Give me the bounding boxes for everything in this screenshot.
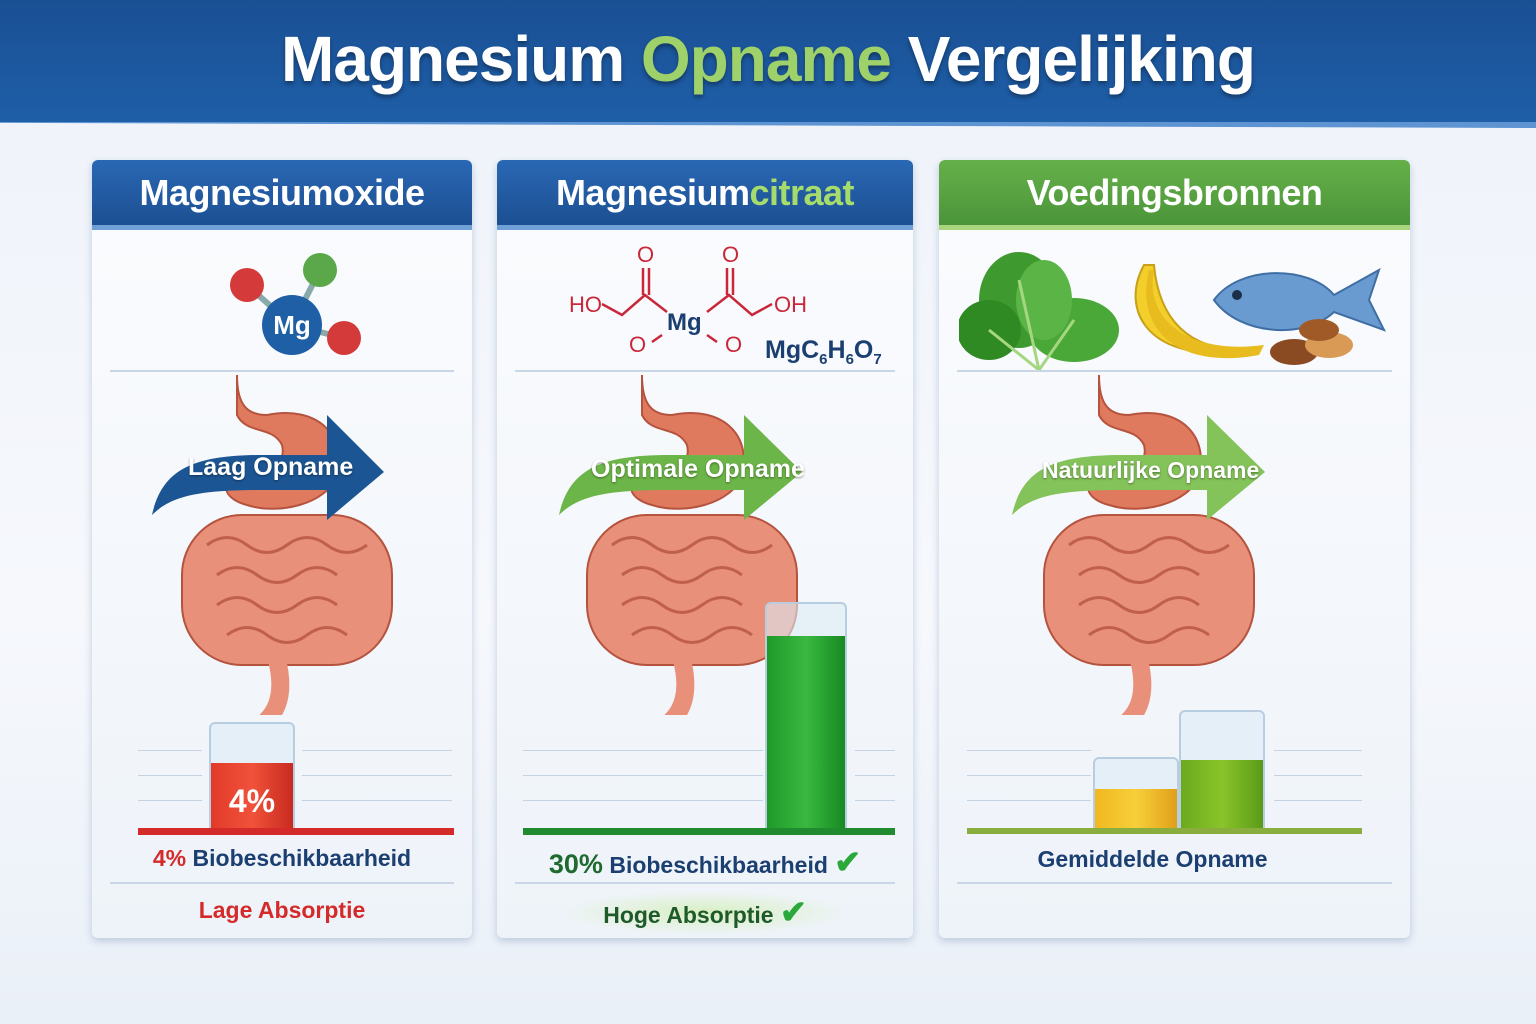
absorption-fill <box>767 635 845 830</box>
svg-text:HO: HO <box>569 292 602 317</box>
molecule-icon: Mg <box>230 253 361 355</box>
checkmark-icon: ✔ <box>779 894 807 930</box>
banana-icon <box>1134 264 1264 359</box>
panel-title: Magnesium citraat <box>497 160 913 230</box>
svg-text:O: O <box>722 242 739 267</box>
arrow-label: Optimale Opname <box>591 455 805 483</box>
header-banner <box>0 0 1536 128</box>
svg-text:Mg: Mg <box>273 310 311 340</box>
absorption-fill <box>211 762 293 832</box>
food-sources-icon <box>959 252 1387 372</box>
panel-title: Voedingsbronnen <box>939 160 1410 230</box>
absorption-caption: Gemiddelde Opname <box>1037 846 1268 872</box>
arrow-icon <box>559 415 802 520</box>
svg-text:Mg: Mg <box>667 309 702 336</box>
absorption-glass-small <box>1093 757 1179 833</box>
absorption-glass <box>765 602 847 832</box>
page-title: Magnesium Opname Vergelijking <box>281 23 1256 95</box>
svg-text:O: O <box>725 332 742 357</box>
panel-magnesiumcitraat: Magnesium citraat O O HO OH O O Mg MgC6H6… <box>497 160 913 938</box>
citrate-structure-diagram: O O HO OH O O Mg MgC6H6O7 <box>569 242 882 365</box>
svg-text:O: O <box>629 332 646 357</box>
panel-magnesiumoxide: Magnesiumoxide Mg Laag Opname 4% 4% Biob… <box>92 160 472 938</box>
svg-text:O: O <box>637 242 654 267</box>
arrow-icon <box>1012 415 1265 520</box>
arrow-label: Natuurlijke Opname <box>1042 457 1260 483</box>
panel-voedingsbronnen: Voedingsbronnen Natuurlijke Opname Gemid… <box>939 160 1410 938</box>
bioavailability-caption: 30% Biobeschikbaarheid ✔ <box>548 844 862 880</box>
chemical-formula: MgC6H6O7 <box>765 336 882 365</box>
absorption-rating: Hoge Absorptie ✔ <box>603 894 807 930</box>
absorption-rating: Lage Absorptie <box>198 897 366 923</box>
absorption-glass: 4% <box>209 722 295 834</box>
panel-title: Magnesiumoxide <box>92 160 472 230</box>
svg-text:OH: OH <box>774 292 807 317</box>
fish-icon <box>1212 267 1387 332</box>
absorption-glass-large <box>1179 710 1265 833</box>
checkmark-icon: ✔ <box>834 844 862 880</box>
arrow-icon <box>152 415 384 520</box>
absorption-value: 4% <box>228 783 276 819</box>
spinach-icon <box>959 252 1119 372</box>
nuts-icon <box>1270 319 1353 365</box>
bioavailability-caption: 4% Biobeschikbaarheid <box>152 845 412 871</box>
arrow-label: Laag Opname <box>188 453 354 481</box>
